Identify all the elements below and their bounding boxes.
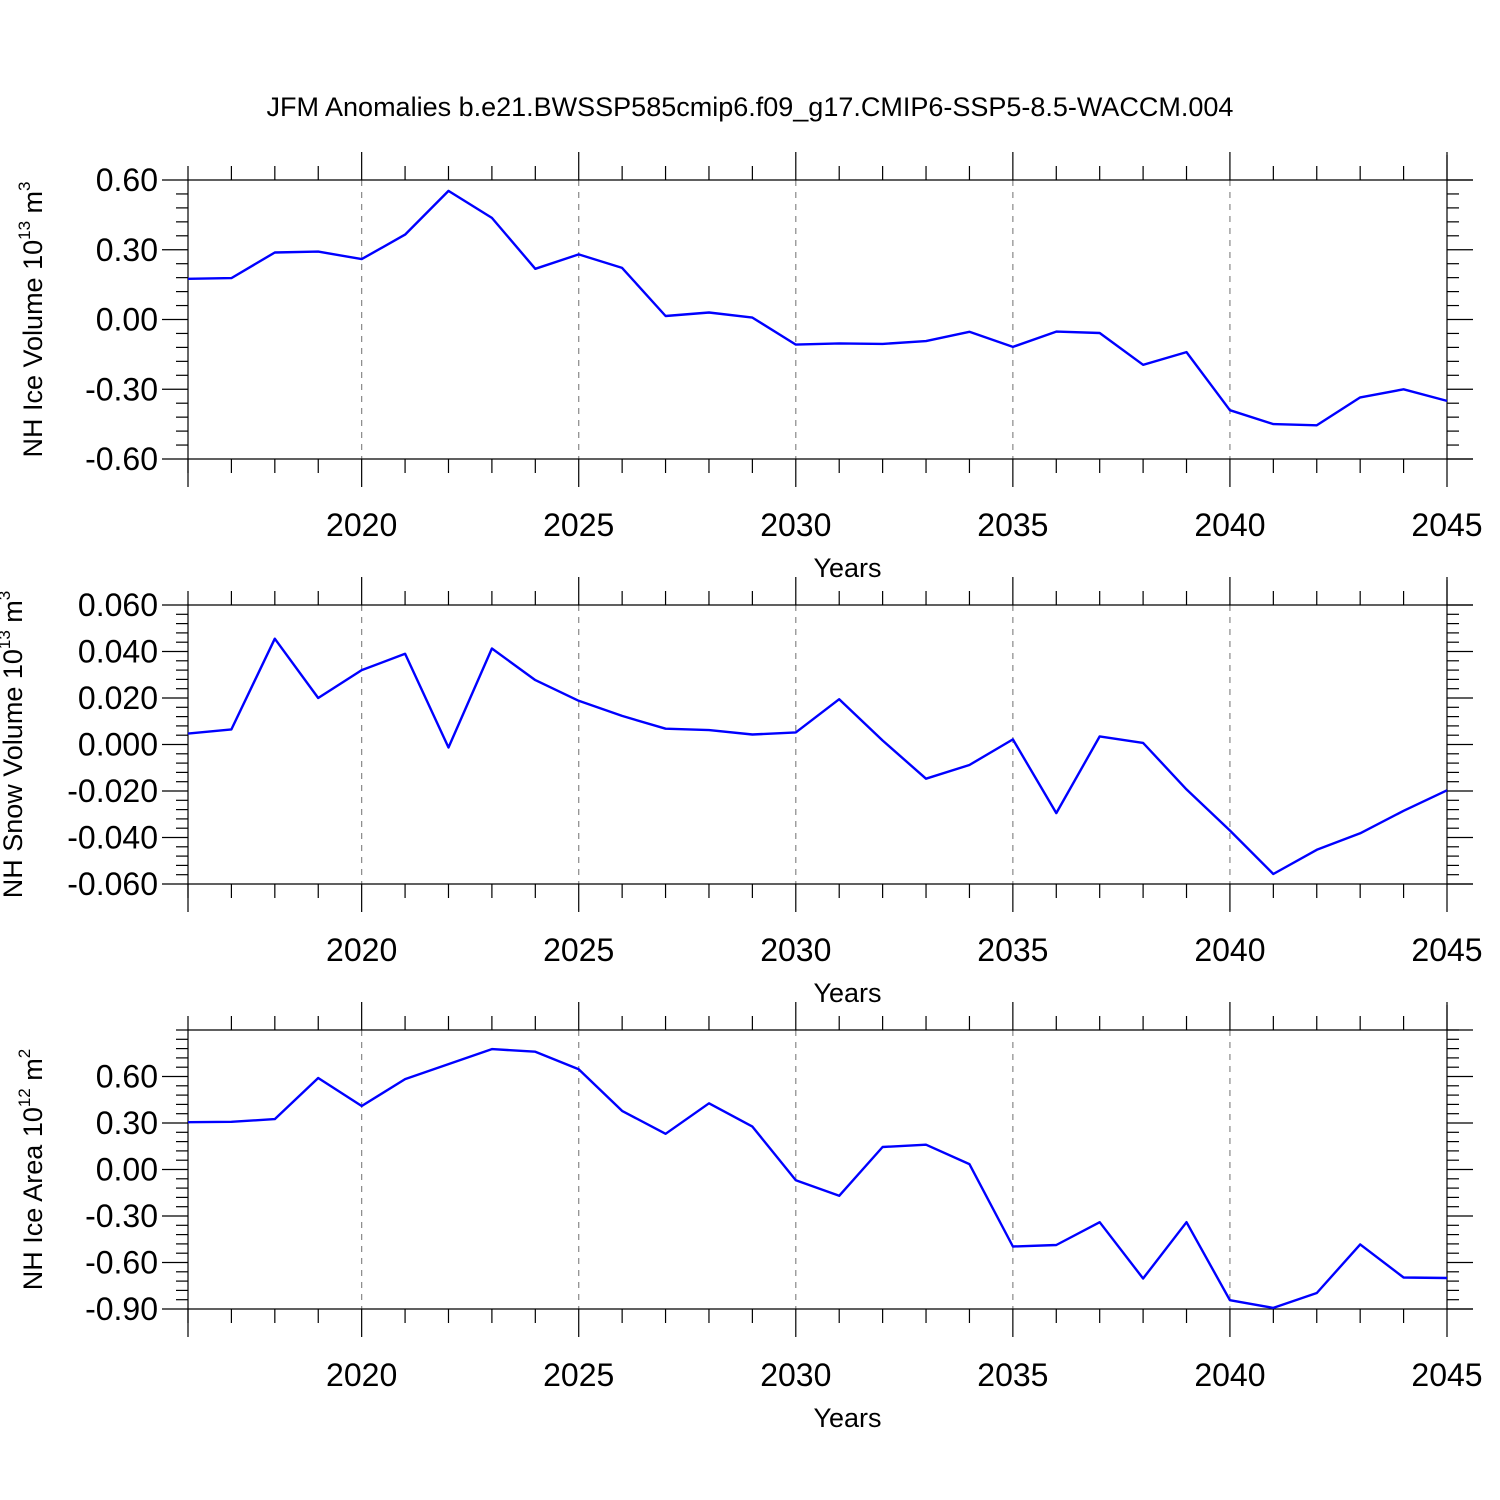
y-axis-label: NH Ice Area 1012 m2 — [15, 1049, 48, 1290]
x-tick-label: 2045 — [1411, 507, 1482, 543]
x-tick-label: 2020 — [326, 932, 397, 968]
x-tick-label: 2025 — [543, 1357, 614, 1393]
y-tick-label: 0.060 — [78, 587, 158, 623]
x-tick-label: 2035 — [977, 1357, 1048, 1393]
x-tick-label: 2045 — [1411, 932, 1482, 968]
y-tick-label: -0.30 — [85, 1198, 158, 1234]
x-tick-label: 2020 — [326, 507, 397, 543]
series-line — [187, 637, 1448, 876]
y-tick-label: -0.60 — [85, 1245, 158, 1281]
y-tick-label: 0.020 — [78, 680, 158, 716]
y-axis-label-part: NH Ice Area 10 — [18, 1107, 48, 1290]
x-tick-label: 2040 — [1194, 507, 1265, 543]
panel-2: -0.060 -0.040 -0.020 0.000 0.020 0.040 0.060 20… — [0, 577, 1483, 1008]
y-axis-label-superscript: 3 — [0, 591, 14, 600]
y-tick-label: -0.90 — [85, 1291, 158, 1327]
x-axis-label: Years — [813, 1403, 881, 1433]
series-line — [187, 1047, 1448, 1310]
x-tick-label: 2020 — [326, 1357, 397, 1393]
y-axis-label-part: NH Snow Volume 10 — [0, 649, 28, 898]
y-tick-label: 0.30 — [96, 1105, 158, 1141]
y-axis-label-superscript: 3 — [15, 182, 34, 191]
series-line — [187, 189, 1448, 427]
x-tick-label: 2035 — [977, 507, 1048, 543]
panel-3: -0.90 -0.60 -0.30 0.00 0.30 0.60 2020 2025 2030 2… — [15, 1002, 1483, 1433]
x-tick-label: 2040 — [1194, 1357, 1265, 1393]
x-tick-label: 2040 — [1194, 932, 1265, 968]
y-tick-label: 0.30 — [96, 232, 158, 268]
y-axis-label-part: m — [18, 1058, 48, 1088]
y-tick-label: 0.000 — [78, 727, 158, 763]
y-axis-label-part: m — [18, 191, 48, 221]
chart-title: JFM Anomalies b.e21.BWSSP585cmip6.f09_g1… — [267, 92, 1234, 122]
y-axis-label: NH Ice Volume 1013 m3 — [15, 182, 48, 458]
y-tick-label: 0.60 — [96, 1059, 158, 1095]
y-axis-label: NH Snow Volume 1013 m3 — [0, 591, 28, 899]
y-tick-label: -0.020 — [67, 773, 158, 809]
y-axis-label-superscript: 13 — [15, 221, 34, 240]
x-tick-label: 2030 — [760, 1357, 831, 1393]
x-tick-label: 2025 — [543, 932, 614, 968]
panel-1: -0.60 -0.30 0.00 0.30 0.60 2020 2025 2030 2035 20… — [15, 152, 1483, 583]
y-tick-label: -0.040 — [67, 820, 158, 856]
x-tick-label: 2030 — [760, 507, 831, 543]
y-tick-label: 0.00 — [96, 302, 158, 338]
x-axis-label: Years — [813, 978, 881, 1008]
y-axis-label-superscript: 13 — [0, 630, 14, 649]
x-axis-label: Years — [813, 553, 881, 583]
y-tick-label: 0.60 — [96, 162, 158, 198]
x-tick-label: 2035 — [977, 932, 1048, 968]
y-axis-label-superscript: 12 — [15, 1088, 34, 1107]
y-axis-label-part: m — [0, 600, 28, 630]
y-tick-label: -0.60 — [85, 441, 158, 477]
y-tick-label: 0.040 — [78, 634, 158, 670]
x-tick-label: 2025 — [543, 507, 614, 543]
x-tick-label: 2030 — [760, 932, 831, 968]
y-tick-label: -0.30 — [85, 371, 158, 407]
x-tick-label: 2045 — [1411, 1357, 1482, 1393]
y-axis-label-superscript: 2 — [15, 1049, 34, 1058]
y-tick-label: 0.00 — [96, 1152, 158, 1188]
y-tick-label: -0.060 — [67, 866, 158, 902]
y-axis-label-part: NH Ice Volume 10 — [18, 240, 48, 458]
